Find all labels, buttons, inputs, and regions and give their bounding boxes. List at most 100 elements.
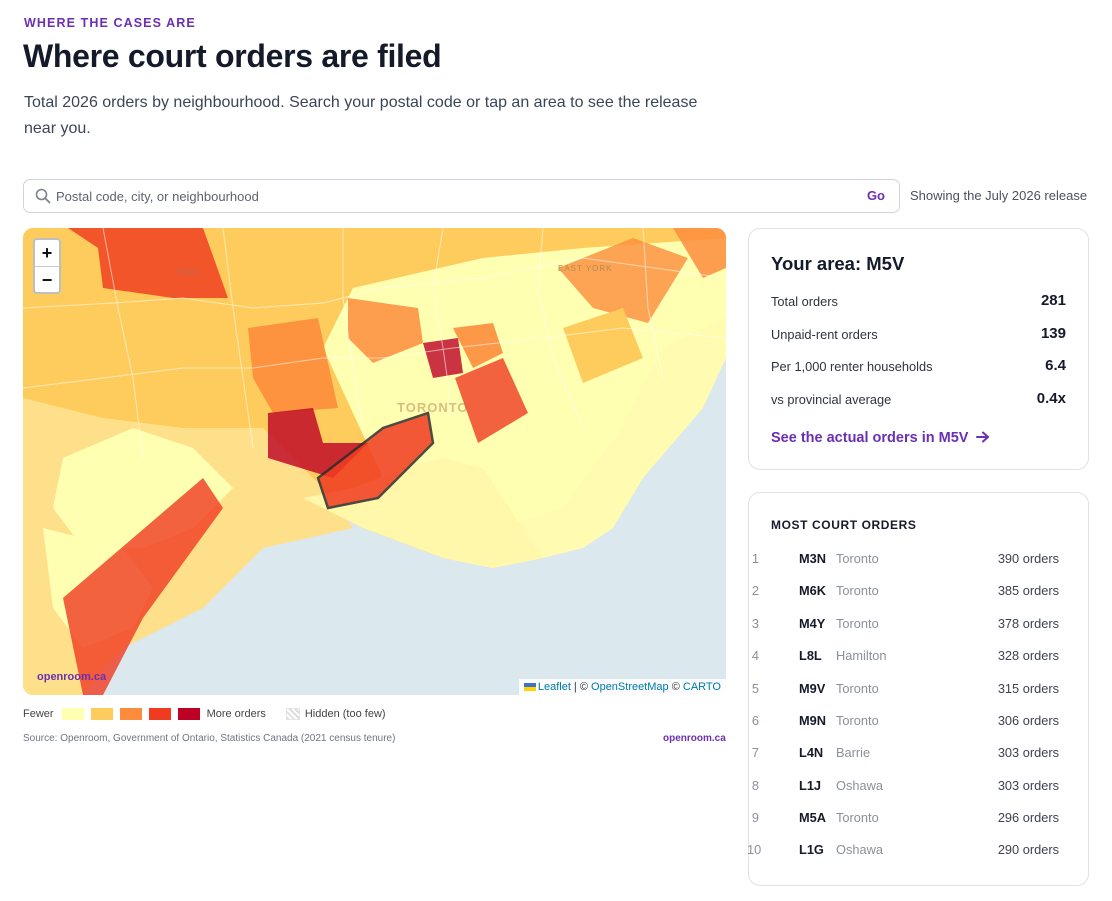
stat-unpaid-rent: Unpaid-rent orders 139 [771,325,1066,345]
map-regions [23,228,726,695]
legend-swatch-5 [177,708,200,720]
map-label-york: YORK [175,268,202,277]
arrow-right-icon [976,431,990,443]
map-legend: Fewer More orders Hidden (too few) [23,706,386,722]
ranking-row[interactable]: 10 L1G Oshawa 290 orders [747,842,1059,860]
ranking-row[interactable]: 9 M5A Toronto 296 orders [752,810,1059,828]
city-name: Toronto [836,810,879,825]
stat-value: 6.4 [1045,357,1066,374]
ranking-row[interactable]: 4 L8L Hamilton 328 orders [752,648,1059,666]
search-input[interactable] [56,181,836,211]
rank-number: 9 [751,810,759,825]
osm-link[interactable]: OpenStreetMap [591,681,669,693]
legend-swatch-4 [148,708,171,720]
rank-number: 10 [747,842,762,857]
stat-value: 0.4x [1036,390,1066,407]
ranking-title: MOST COURT ORDERS [771,518,917,532]
eyebrow: WHERE THE CASES ARE [24,16,196,30]
map-region [673,228,726,278]
rank-number: 3 [751,616,759,631]
city-name: Toronto [836,551,879,566]
go-button[interactable]: Go [866,188,885,203]
order-count: 328 orders [997,648,1059,663]
ranking-row[interactable]: 8 L1J Oshawa 303 orders [752,778,1059,796]
choropleth-map[interactable]: + − YORK EAST YORK TORONTO openroom.ca L… [23,228,726,695]
postal-code: L1J [799,778,822,793]
map-region [455,358,528,443]
city-name: Barrie [836,745,871,760]
region-boundaries [23,228,726,459]
stat-label: Unpaid-rent orders [771,327,878,342]
map-region [63,478,223,695]
see-orders-label: See the actual orders in M5V [771,430,969,446]
postal-code: M9V [799,681,826,696]
rank-number: 4 [751,648,759,663]
map-label-east-york: EAST YORK [558,264,613,273]
city-name: Toronto [836,583,879,598]
page-subtitle: Total 2026 orders by neighbourhood. Sear… [24,94,698,137]
ranking-row[interactable]: 3 M4Y Toronto 378 orders [752,616,1059,634]
carto-link[interactable]: CARTO [682,681,721,693]
attribution-sep: | © [570,681,592,693]
rank-number: 6 [751,713,759,728]
legend-swatch-1 [61,708,84,720]
your-area-card: Your area: M5V Total orders 281 Unpaid-r… [748,228,1089,470]
legend-hidden-label: Hidden (too few) [304,708,386,720]
postal-code: L8L [799,648,822,663]
order-count: 315 orders [997,681,1059,696]
page-title: Where court orders are filed [23,38,442,74]
stat-label: Per 1,000 renter households [771,359,933,374]
rank-number: 1 [751,551,759,566]
ranking-row[interactable]: 6 M9N Toronto 306 orders [752,713,1059,731]
see-orders-link[interactable]: See the actual orders in M5V [771,430,990,446]
rank-number: 7 [751,745,759,760]
postal-code: L4N [799,745,824,760]
city-name: Toronto [836,616,879,631]
city-name: Oshawa [836,842,883,857]
stat-label: vs provincial average [771,392,892,407]
city-name: Hamilton [836,648,887,663]
map-region [443,318,726,568]
postal-code: M4Y [799,616,826,631]
order-count: 303 orders [997,745,1059,760]
city-name: Oshawa [836,778,883,793]
order-count: 296 orders [997,810,1059,825]
legend-swatch-3 [119,708,142,720]
city-name: Toronto [836,713,879,728]
stat-per-1000: Per 1,000 renter households 6.4 [771,357,1066,377]
map-attribution: Leaflet | © OpenStreetMap © CARTO [518,679,726,695]
legend-more-label: More orders [206,708,266,720]
map-region [248,318,338,413]
legend-swatch-2 [90,708,113,720]
map-region [563,308,643,383]
stat-label: Total orders [771,294,838,309]
search-bar: Go [23,179,900,213]
leaflet-link[interactable]: Leaflet [537,681,571,693]
source-link[interactable]: openroom.ca [663,733,726,744]
order-count: 290 orders [997,842,1059,857]
order-count: 303 orders [997,778,1059,793]
zoom-in-button[interactable]: + [41,243,53,263]
ranking-card: MOST COURT ORDERS 1 M3N Toronto 390 orders … [747,492,1089,886]
postal-code: M5A [799,810,827,825]
stat-total-orders: Total orders 281 [771,292,1066,312]
city-name: Toronto [836,681,879,696]
stat-value: 139 [1040,325,1066,342]
search-icon [35,188,51,204]
ranking-row[interactable]: 7 L4N Barrie 303 orders [752,745,1059,763]
ukraine-flag-icon [523,683,536,692]
ranking-row[interactable]: 2 M6K Toronto 385 orders [752,583,1059,601]
rank-number: 5 [751,681,759,696]
order-count: 385 orders [997,583,1059,598]
ranking-row[interactable]: 1 M3N Toronto 390 orders [752,551,1059,569]
postal-code: L1G [799,842,824,857]
order-count: 378 orders [997,616,1059,631]
selected-region-m5v [316,411,435,510]
zoom-out-button[interactable]: − [35,266,59,292]
postal-code: M9N [799,713,827,728]
attribution-sep: © [668,681,683,693]
ranking-row[interactable]: 5 M9V Toronto 315 orders [752,681,1059,699]
order-count: 306 orders [997,713,1059,728]
stat-vs-provincial: vs provincial average 0.4x [771,390,1066,410]
postal-code: M3N [799,551,827,566]
